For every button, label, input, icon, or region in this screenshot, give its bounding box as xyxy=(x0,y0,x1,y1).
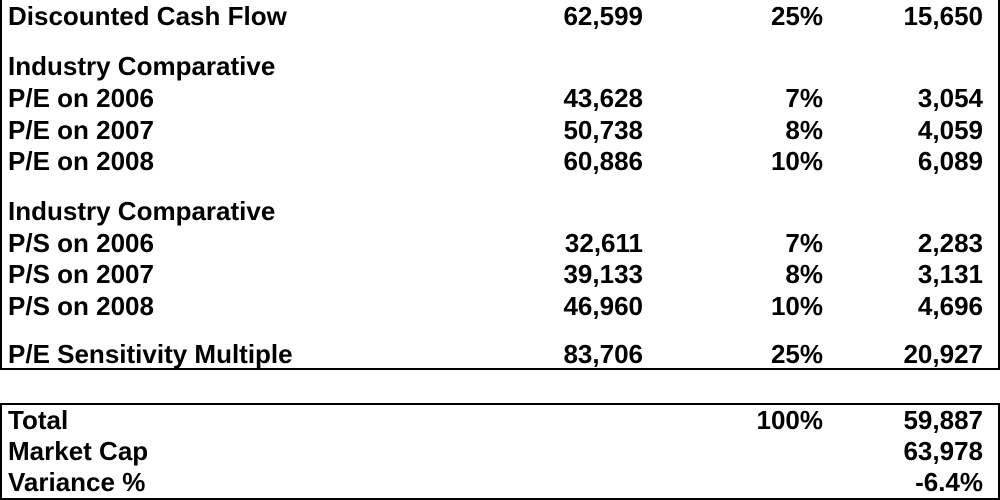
row-weighted-value: 20,927 xyxy=(903,339,983,369)
row-label: P/S on 2006 xyxy=(8,228,154,258)
row-weighted-value: 3,054 xyxy=(917,83,983,113)
row-weighted-value: 63,978 xyxy=(903,436,983,466)
row-label: Discounted Cash Flow xyxy=(8,1,287,31)
row-weighted-value: 59,887 xyxy=(903,405,983,435)
row-label: P/E on 2006 xyxy=(8,83,154,113)
row-value: 83,706 xyxy=(563,339,643,369)
table-row: Discounted Cash Flow 62,599 25% 15,650 xyxy=(2,0,998,32)
section-heading: Industry Comparative xyxy=(8,196,276,226)
row-label: Total xyxy=(8,405,69,435)
row-weight: 8% xyxy=(785,259,823,289)
section-heading: Industry Comparative xyxy=(8,51,276,81)
table-row: Industry Comparative xyxy=(2,50,998,82)
table-row: P/E Sensitivity Multiple 83,706 25% 20,9… xyxy=(2,338,998,370)
row-label: P/E Sensitivity Multiple xyxy=(8,339,293,369)
row-weight: 10% xyxy=(770,146,823,176)
table-row: Market Cap 63,978 xyxy=(2,435,998,467)
row-weight: 7% xyxy=(785,83,823,113)
row-value: 39,133 xyxy=(563,259,643,289)
row-weighted-value: 15,650 xyxy=(903,1,983,31)
row-weighted-value: 4,696 xyxy=(917,291,983,321)
row-weight: 100% xyxy=(756,405,824,435)
table-row: P/E on 2007 50,738 8% 4,059 xyxy=(2,114,998,146)
table-row: P/S on 2008 46,960 10% 4,696 xyxy=(2,290,998,322)
row-value: 43,628 xyxy=(563,83,643,113)
row-value: 62,599 xyxy=(563,1,643,31)
row-label: P/E on 2007 xyxy=(8,115,154,145)
row-value: 50,738 xyxy=(563,115,643,145)
table-row: P/S on 2007 39,133 8% 3,131 xyxy=(2,258,998,290)
table-row: Total 100% 59,887 xyxy=(2,404,998,436)
row-label: P/S on 2008 xyxy=(8,291,154,321)
row-value: 32,611 xyxy=(564,228,643,258)
row-label: Market Cap xyxy=(8,436,149,466)
row-weight: 25% xyxy=(770,339,823,369)
row-weight: 25% xyxy=(770,1,823,31)
valuation-table: Discounted Cash Flow 62,599 25% 15,650 I… xyxy=(0,0,1000,370)
row-weight: 7% xyxy=(785,228,823,258)
row-weighted-value: 4,059 xyxy=(917,115,983,145)
row-weighted-value: 2,283 xyxy=(917,228,983,258)
row-weighted-value: -6.4% xyxy=(915,467,983,497)
row-value: 60,886 xyxy=(563,146,643,176)
table-row: P/E on 2008 60,886 10% 6,089 xyxy=(2,145,998,177)
table-row: P/S on 2006 32,611 7% 2,283 xyxy=(2,227,998,259)
row-label: P/S on 2007 xyxy=(8,259,154,289)
row-weight: 8% xyxy=(785,115,823,145)
row-label: Variance % xyxy=(8,467,146,497)
summary-table: Total 100% 59,887 Market Cap 63,978 Vari… xyxy=(0,403,1000,500)
table-row: Industry Comparative xyxy=(2,195,998,227)
row-label: P/E on 2008 xyxy=(8,146,154,176)
row-weighted-value: 6,089 xyxy=(917,146,983,176)
table-row: Variance % -6.4% xyxy=(2,466,998,498)
table-row: P/E on 2006 43,628 7% 3,054 xyxy=(2,82,998,114)
row-weighted-value: 3,131 xyxy=(917,259,983,289)
row-value: 46,960 xyxy=(563,291,643,321)
row-weight: 10% xyxy=(770,291,823,321)
